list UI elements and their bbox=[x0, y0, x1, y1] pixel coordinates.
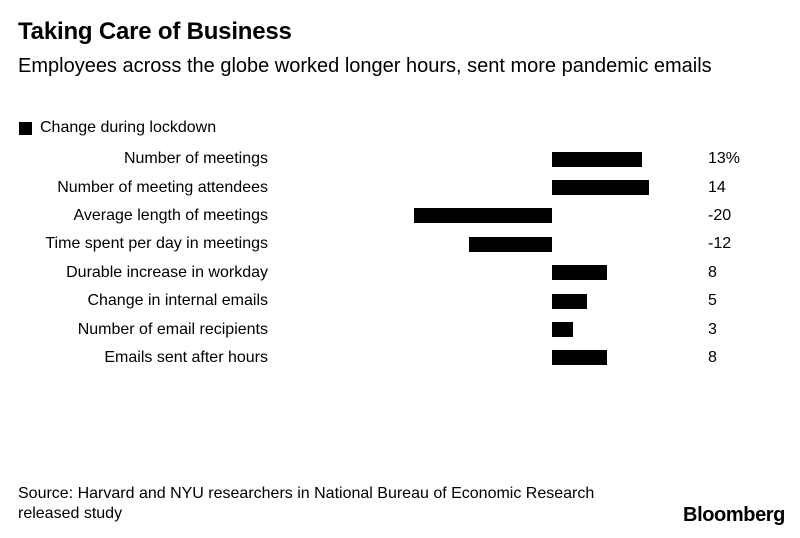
value-label: -20 bbox=[708, 206, 732, 224]
value-label: 8 bbox=[708, 263, 717, 281]
chart-row: Time spent per day in meetings -12 bbox=[0, 230, 800, 258]
bloomberg-logo: Bloomberg bbox=[683, 504, 785, 526]
value-label: 13% bbox=[708, 150, 741, 168]
bar bbox=[552, 151, 642, 167]
source-line-2: released study bbox=[18, 505, 123, 522]
category-label: Number of email recipients bbox=[77, 320, 268, 338]
chart-row: Number of email recipients 3 bbox=[0, 315, 800, 343]
chart-title: Taking Care of Business bbox=[18, 18, 292, 45]
value-label: -12 bbox=[708, 235, 732, 253]
source-note: Source: Harvard and NYU researchers in N… bbox=[18, 484, 594, 524]
category-label: Change in internal emails bbox=[87, 292, 268, 310]
chart-row: Number of meeting attendees 14 bbox=[0, 173, 800, 201]
legend: Change during lockdown bbox=[19, 119, 216, 137]
bar bbox=[552, 265, 608, 281]
bar bbox=[552, 293, 587, 309]
category-label: Average length of meetings bbox=[73, 206, 269, 224]
legend-label: Change during lockdown bbox=[40, 119, 217, 136]
category-label: Time spent per day in meetings bbox=[45, 235, 268, 253]
value-label: 5 bbox=[708, 292, 717, 310]
bar-chart: Number of meetings 13% Number of meeting a… bbox=[0, 145, 800, 373]
value-label: 3 bbox=[708, 320, 717, 338]
bar bbox=[469, 236, 552, 252]
chart-row: Change in internal emails 5 bbox=[0, 287, 800, 315]
chart-row: Durable increase in workday 8 bbox=[0, 259, 800, 287]
category-label: Number of meetings bbox=[123, 150, 268, 168]
bar bbox=[552, 350, 608, 366]
value-label: 14 bbox=[708, 178, 726, 196]
bar bbox=[552, 180, 649, 196]
value-label: 8 bbox=[708, 348, 717, 366]
chart-subtitle: Employees across the globe worked longer… bbox=[18, 55, 712, 77]
legend-swatch-icon bbox=[19, 121, 32, 135]
source-line-1: Source: Harvard and NYU researchers in N… bbox=[18, 485, 595, 502]
chart-row: Emails sent after hours 8 bbox=[0, 344, 800, 372]
category-label: Emails sent after hours bbox=[104, 348, 268, 366]
category-label: Number of meeting attendees bbox=[57, 178, 268, 196]
chart-row: Average length of meetings -20 bbox=[0, 202, 800, 230]
bar bbox=[552, 322, 573, 338]
bar bbox=[414, 208, 552, 224]
chart-row: Number of meetings 13% bbox=[0, 145, 800, 173]
category-label: Durable increase in workday bbox=[66, 263, 268, 281]
